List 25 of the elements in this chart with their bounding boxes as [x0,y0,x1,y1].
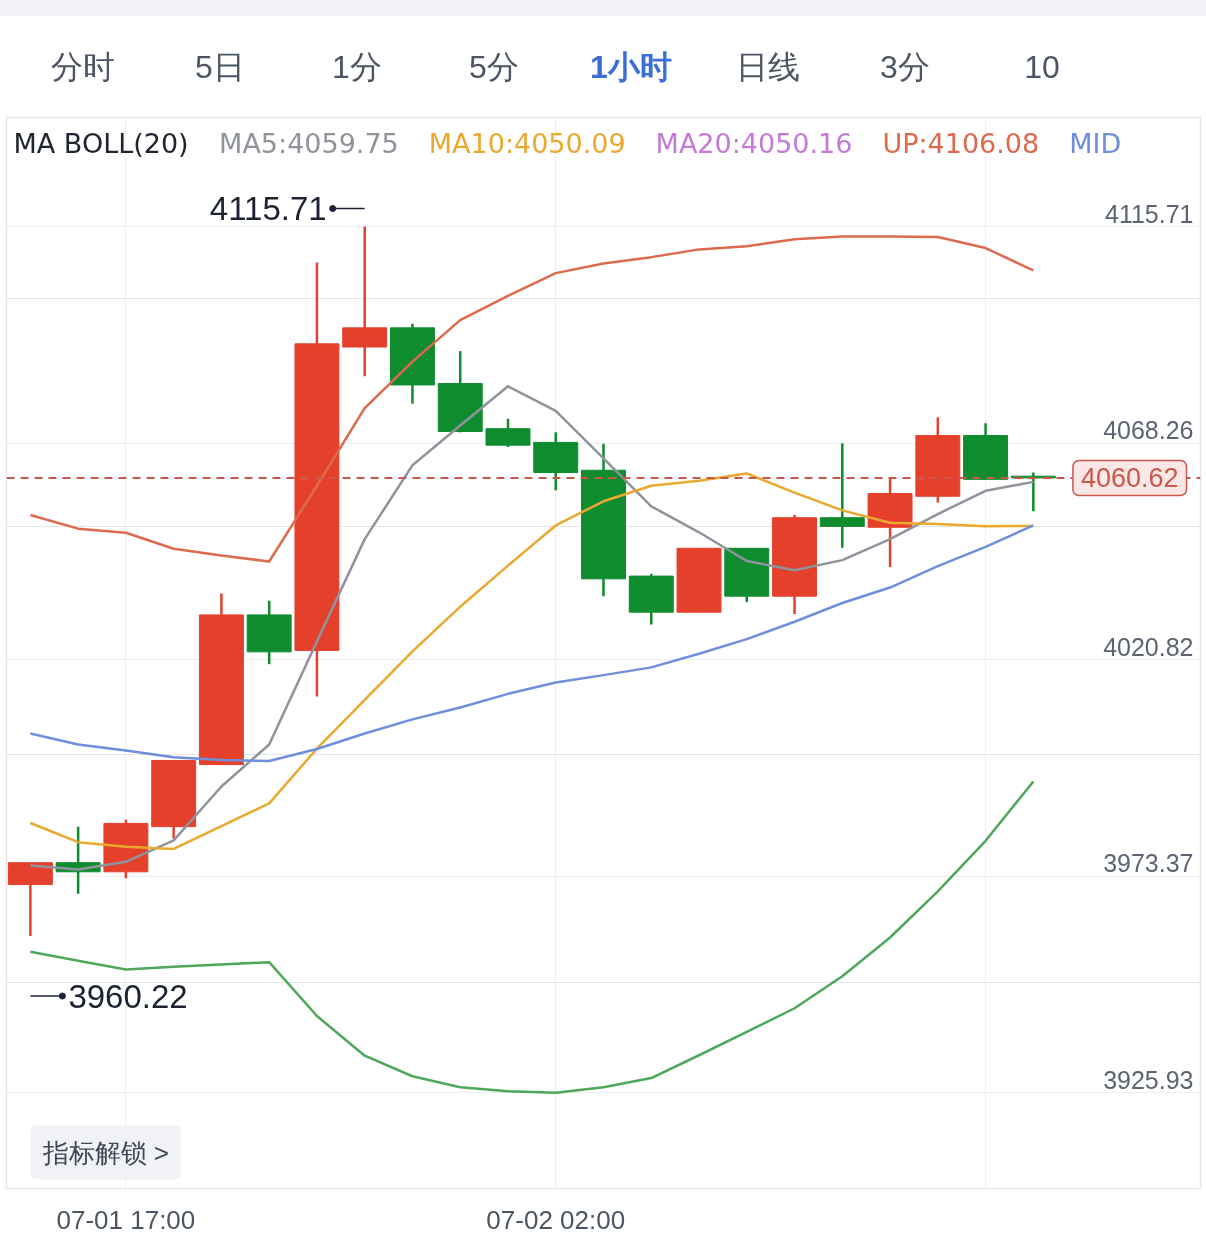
text: UP:4106.08 [882,128,1040,159]
x-tick-label: 07-01 17:00 [56,1204,196,1235]
legend-title: MA BOLL(20) [13,128,189,159]
annotation: 指标解锁 > [41,1137,169,1168]
ref-line-label: 4060.62 [1080,463,1179,494]
y-tick-label: 4068.26 [1103,416,1194,445]
legend-label: MA20:4050.16 [655,128,853,159]
text: MA5:4059.75 [219,128,399,159]
text: 1小时 [590,48,672,87]
annotation: 4115.71 [209,190,327,228]
text: 分时 [51,48,115,87]
text: 1分 [332,48,382,87]
text: 3分 [880,48,930,87]
y-tick-label: 4115.71 [1104,199,1194,228]
text: 10 [1024,48,1060,87]
text: MA10:4050.09 [428,128,626,159]
y-tick-label: 3925.93 [1103,1065,1194,1094]
text: MID [1069,128,1122,159]
text: 5日 [195,48,245,87]
x-tick-label: 07-02 02:00 [486,1204,626,1235]
annotation: 3960.22 [68,977,188,1015]
text: 5分 [469,48,519,87]
y-tick-label: 4020.82 [1103,632,1194,661]
y-tick-label: 3973.37 [1103,849,1194,878]
text: 日线 [736,48,800,87]
